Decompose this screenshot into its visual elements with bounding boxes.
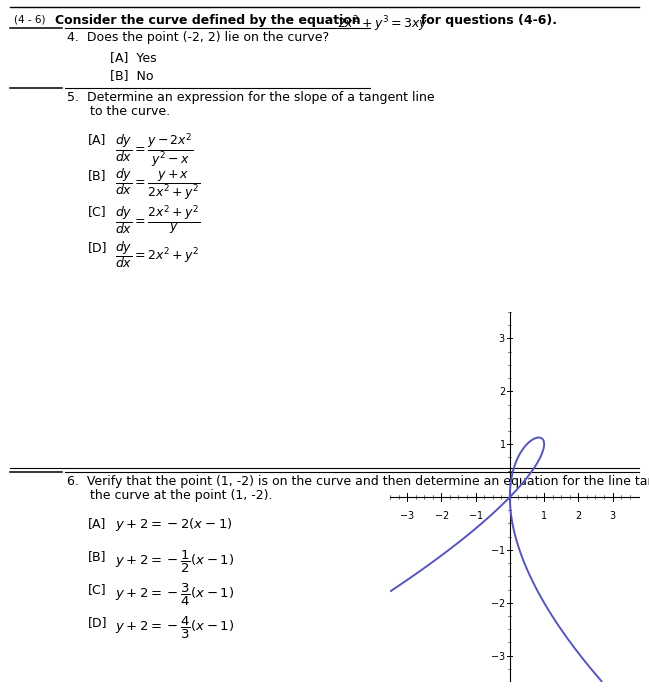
Text: [C]: [C] — [88, 583, 106, 596]
Text: to the curve.: to the curve. — [90, 105, 170, 118]
Text: Consider the curve defined by the equation: Consider the curve defined by the equati… — [55, 14, 361, 27]
Text: $\dfrac{dy}{dx} = \dfrac{y-2x^2}{y^2-x}$: $\dfrac{dy}{dx} = \dfrac{y-2x^2}{y^2-x}$ — [115, 131, 194, 169]
Text: $1$: $1$ — [541, 509, 548, 521]
Text: [D]: [D] — [88, 616, 108, 629]
Text: $-2$: $-2$ — [434, 509, 449, 521]
Text: [A]: [A] — [88, 133, 106, 146]
Text: 6.  Verify that the point (1, -2) is on the curve and then determine an equation: 6. Verify that the point (1, -2) is on t… — [67, 475, 649, 488]
Text: [B]  No: [B] No — [110, 69, 154, 82]
Text: $3$: $3$ — [609, 509, 617, 521]
Text: $-1$: $-1$ — [491, 544, 506, 556]
Text: (4 - 6): (4 - 6) — [14, 14, 45, 24]
Text: $2x^2+y^3=3xy$: $2x^2+y^3=3xy$ — [337, 14, 428, 34]
Text: [A]: [A] — [88, 517, 106, 530]
Text: $-1$: $-1$ — [468, 509, 484, 521]
Text: $2$: $2$ — [575, 509, 582, 521]
Text: [B]: [B] — [88, 169, 106, 182]
Text: $2$: $2$ — [498, 385, 506, 398]
Text: $y+2=-\dfrac{3}{4}(x-1)$: $y+2=-\dfrac{3}{4}(x-1)$ — [115, 582, 234, 608]
Text: [D]: [D] — [88, 241, 108, 254]
Text: $\dfrac{dy}{dx} = \dfrac{y+x}{2x^2+y^2}$: $\dfrac{dy}{dx} = \dfrac{y+x}{2x^2+y^2}$ — [115, 167, 201, 202]
Text: 4.  Does the point (-2, 2) lie on the curve?: 4. Does the point (-2, 2) lie on the cur… — [67, 31, 329, 44]
Text: $-3$: $-3$ — [490, 650, 506, 662]
Text: $y+2=-2(x-1)$: $y+2=-2(x-1)$ — [115, 516, 232, 533]
Text: 5.  Determine an expression for the slope of a tangent line: 5. Determine an expression for the slope… — [67, 91, 435, 104]
Text: for questions (4-6).: for questions (4-6). — [412, 14, 557, 27]
Text: $1$: $1$ — [498, 438, 506, 450]
Text: [B]: [B] — [88, 550, 106, 563]
Text: $\dfrac{dy}{dx} = \dfrac{2x^2+y^2}{y}$: $\dfrac{dy}{dx} = \dfrac{2x^2+y^2}{y}$ — [115, 203, 201, 237]
Text: the curve at the point (1, -2).: the curve at the point (1, -2). — [90, 489, 273, 502]
Text: $y+2=-\dfrac{4}{3}(x-1)$: $y+2=-\dfrac{4}{3}(x-1)$ — [115, 615, 234, 641]
Text: $y+2=-\dfrac{1}{2}(x-1)$: $y+2=-\dfrac{1}{2}(x-1)$ — [115, 549, 234, 575]
Text: [C]: [C] — [88, 205, 106, 218]
Text: $3$: $3$ — [498, 332, 506, 344]
Text: $-3$: $-3$ — [399, 509, 415, 521]
Text: $-2$: $-2$ — [491, 596, 506, 609]
Text: [A]  Yes: [A] Yes — [110, 51, 156, 64]
Text: $\dfrac{dy}{dx} = 2x^2+y^2$: $\dfrac{dy}{dx} = 2x^2+y^2$ — [115, 239, 199, 270]
